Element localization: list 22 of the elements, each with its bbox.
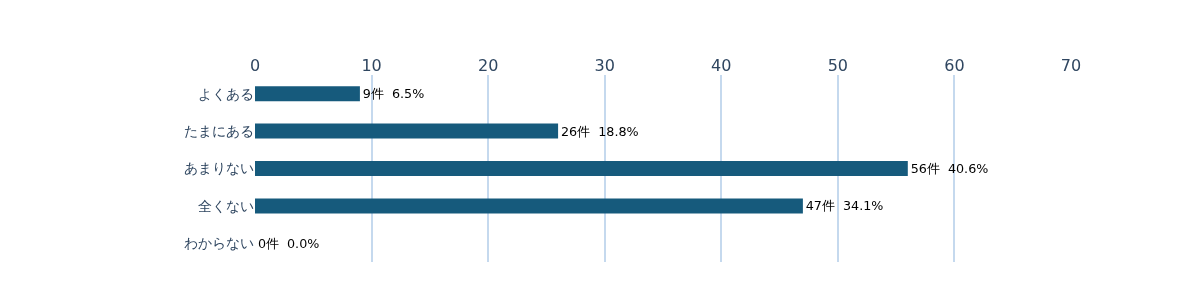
data-label: 9件 6.5% bbox=[362, 86, 425, 102]
x-tick-label: 30 bbox=[594, 55, 615, 75]
x-tick-label: 10 bbox=[361, 55, 382, 75]
x-tick-label: 20 bbox=[477, 55, 499, 75]
x-tick-label: 60 bbox=[944, 55, 965, 75]
y-tick-label: 全くない bbox=[198, 197, 254, 214]
x-tick-label: 40 bbox=[711, 55, 732, 75]
y-tick-label: わからない bbox=[184, 235, 254, 252]
bar bbox=[255, 123, 559, 139]
y-tick-label: たまにある bbox=[184, 123, 254, 139]
y-tick-label: あまりない bbox=[184, 160, 254, 177]
x-tick-label: 0 bbox=[249, 55, 261, 75]
y-tick-label: よくある bbox=[198, 85, 254, 102]
x-tick-label: 70 bbox=[1060, 55, 1082, 75]
bar bbox=[255, 161, 908, 176]
x-tick-label: 50 bbox=[827, 55, 849, 75]
data-label: 26件 18.8% bbox=[560, 123, 639, 139]
data-label: 56件 40.6% bbox=[910, 160, 989, 176]
bar bbox=[255, 86, 360, 102]
data-label: 47件 34.1% bbox=[805, 198, 884, 214]
data-label: 0件 0.0% bbox=[257, 235, 320, 251]
bar bbox=[255, 198, 803, 214]
